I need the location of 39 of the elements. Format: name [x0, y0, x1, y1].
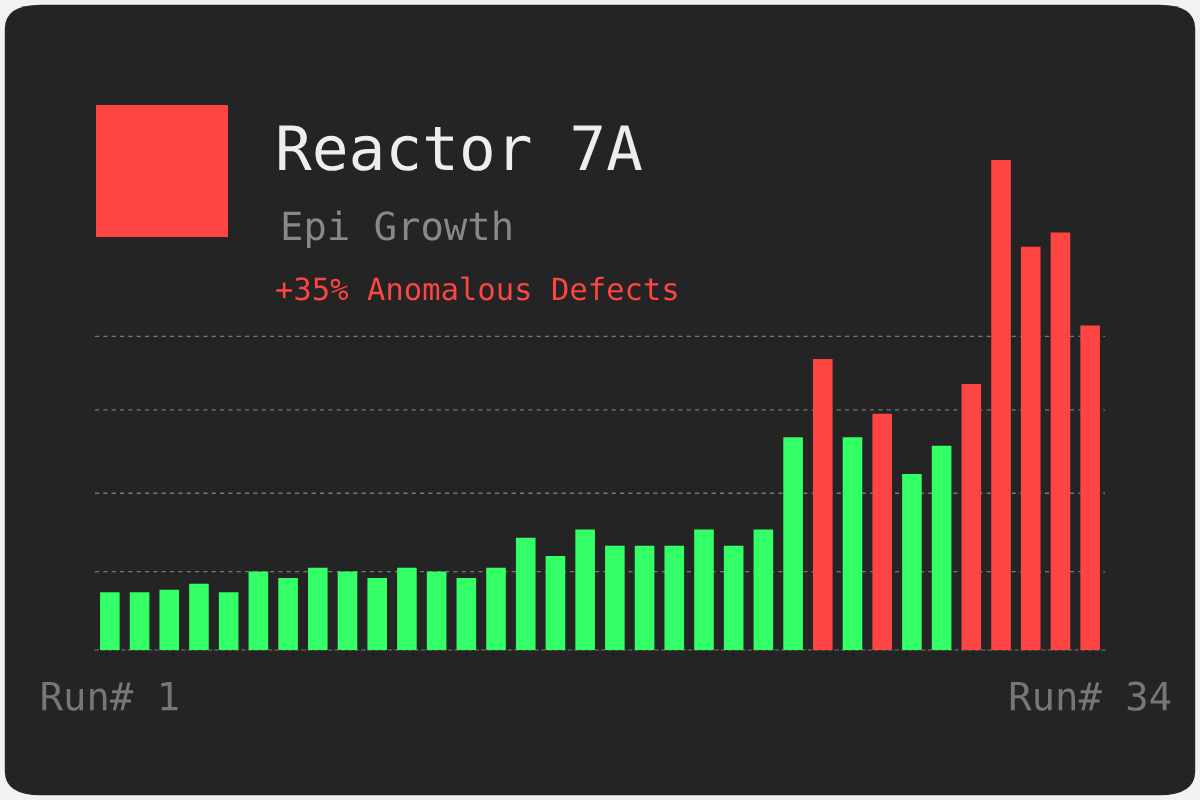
bar: [694, 529, 714, 650]
bar: [872, 413, 893, 650]
bar: [753, 529, 774, 650]
bar: [931, 445, 952, 650]
x-tick-label: Run# 34: [1010, 681, 1171, 711]
bar: [218, 592, 239, 650]
bar: [248, 571, 269, 650]
bar: [1080, 325, 1100, 650]
bar: [575, 529, 595, 650]
bar: [961, 383, 982, 650]
bar: [783, 437, 803, 650]
chart-title: Reactor 7A: [279, 125, 642, 171]
bar: [842, 437, 863, 650]
bar: [337, 571, 358, 650]
bar: [367, 577, 388, 650]
bar: [515, 537, 536, 650]
bar: [456, 577, 477, 650]
bar: [278, 577, 298, 650]
bar: [426, 571, 447, 650]
bar: [486, 567, 506, 650]
bar: [397, 567, 417, 650]
bar: [159, 589, 180, 650]
bar: [902, 474, 922, 650]
bar: [189, 583, 209, 650]
bar: [129, 592, 150, 650]
bar: [100, 592, 120, 650]
bar: [307, 567, 328, 650]
bar: [1020, 246, 1041, 650]
bar: [664, 545, 685, 650]
bar: [1050, 232, 1071, 650]
bar: [812, 358, 833, 650]
bar: [605, 545, 625, 650]
text: Epi Growth: [283, 210, 511, 249]
x-tick-label: Run# 1: [42, 681, 178, 711]
bar: [545, 555, 566, 650]
bar: [723, 545, 744, 650]
bar: [991, 160, 1011, 650]
annotation: +35% Anomalous Defects: [276, 276, 677, 301]
bar: [634, 545, 655, 650]
